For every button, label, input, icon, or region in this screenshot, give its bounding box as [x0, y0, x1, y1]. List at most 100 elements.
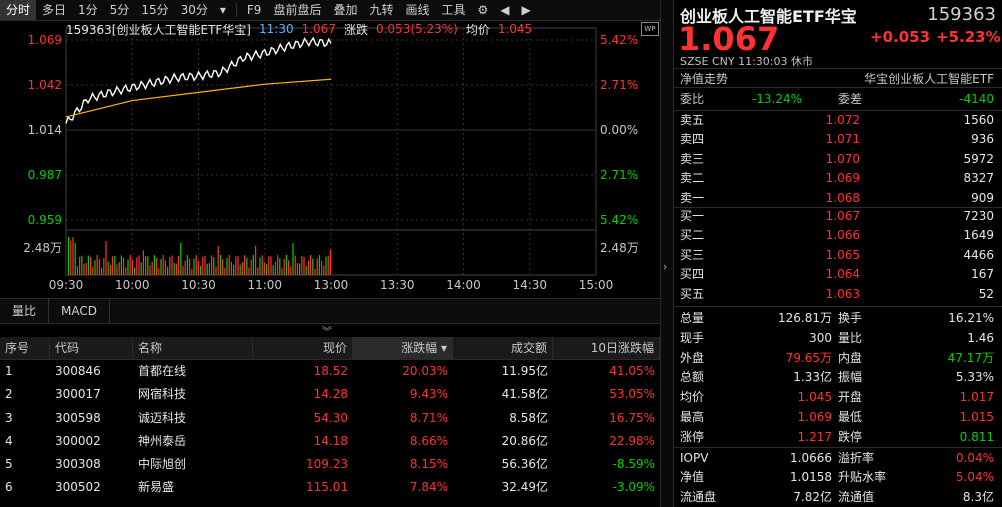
stat-label: 总额 [680, 370, 705, 385]
col-price[interactable]: 现价 [253, 337, 353, 359]
vol-bar-119 [329, 249, 331, 275]
vol-bar-95 [277, 255, 279, 275]
chevron-right-icon[interactable]: › [663, 260, 668, 273]
bid-row[interactable]: 买五 1.063 52 [674, 284, 1002, 304]
info-price: 1.067 [301, 22, 336, 36]
vol-bar-117 [325, 256, 327, 275]
bid-row[interactable]: 买二 1.066 1649 [674, 225, 1002, 245]
prev-icon[interactable]: ◀ [500, 3, 510, 17]
vol-bar-86 [257, 267, 259, 275]
cell-price: 109.23 [306, 457, 348, 472]
bid-row[interactable]: 买四 1.064 167 [674, 264, 1002, 284]
ask-row[interactable]: 卖一 1.068 909 [674, 188, 1002, 208]
toolbar-item-2[interactable]: 1分 [78, 3, 98, 17]
vol-bar-5 [79, 256, 81, 275]
vol-bar-23 [118, 262, 120, 275]
col-amount[interactable]: 成交额 [453, 337, 553, 359]
table-row[interactable]: 3 300598 诚迈科技 54.30 8.71% 8.58亿 16.75% [0, 407, 660, 430]
next-icon[interactable]: ▶ [521, 3, 531, 17]
col-code[interactable]: 代码 [50, 337, 133, 359]
level-label: 买一 [680, 209, 705, 223]
vol-bar-42 [160, 259, 162, 275]
vol-bar-84 [252, 255, 254, 275]
cell-price: 14.18 [313, 433, 348, 448]
vol-bar-101 [290, 266, 292, 275]
toolbar-item-12[interactable]: 工具 [441, 3, 466, 17]
toolbar-item-8[interactable]: 盘前盘后 [273, 3, 322, 17]
collapse-down-icon[interactable]: ︾ [322, 327, 332, 338]
cell-pct10: 16.75% [609, 410, 655, 425]
right-tick-4: 5.42% [600, 213, 638, 227]
cell-pct: 20.03% [402, 364, 448, 378]
vol-bar-17 [105, 241, 107, 275]
level-volume: 4466 [963, 247, 994, 262]
info-code-name: 159363[创业板人工智能ETF华宝] [66, 22, 251, 37]
toolbar-item-5[interactable]: 30分 [180, 3, 208, 17]
toolbar-item-10[interactable]: 九转 [369, 3, 394, 17]
toolbar-item-6[interactable]: ▾ [219, 3, 226, 17]
tab-liangbi[interactable]: 量比 [0, 299, 50, 323]
stat-value: 1.46 [967, 330, 994, 345]
toolbar-item-1[interactable]: 多日 [42, 3, 67, 17]
gear-icon[interactable]: ⚙ [477, 3, 489, 17]
bid-row[interactable]: 买三 1.065 4466 [674, 245, 1002, 265]
stat-label: 最高 [680, 410, 705, 424]
col-idx[interactable]: 序号 [0, 337, 50, 359]
stat-value: 126.81万 [778, 311, 832, 325]
level-price: 1.067 [825, 209, 860, 223]
tab-macd[interactable]: MACD [49, 299, 110, 323]
stat-value: 1.217 [797, 429, 832, 444]
time-tick-1: 10:00 [115, 278, 150, 292]
stat-value: 1.0666 [790, 451, 832, 465]
table-row[interactable]: 6 300502 新易盛 115.01 7.84% 32.49亿 -3.09% [0, 476, 660, 499]
stat-value: 1.069 [797, 410, 832, 424]
ask-row[interactable]: 卖二 1.069 8327 [674, 168, 1002, 188]
time-tick-7: 14:30 [512, 278, 547, 292]
toolbar-item-4[interactable]: 15分 [141, 3, 169, 17]
col-name[interactable]: 名称 [133, 337, 253, 359]
col-pct[interactable]: 涨跌幅 ▾ [353, 337, 453, 359]
ask-row[interactable]: 卖五 1.072 1560 [674, 110, 1002, 130]
bid-row[interactable]: 买一 1.067 7230 [674, 206, 1002, 226]
toolbar-item-11[interactable]: 画线 [405, 3, 430, 17]
vol-bar-38 [151, 261, 153, 275]
table-row[interactable]: 1 300846 首都在线 18.52 20.03% 11.95亿 41.05% [0, 360, 660, 383]
vol-bar-50 [178, 255, 180, 275]
toolbar-item-0[interactable]: 分时 [0, 0, 37, 20]
vol-bar-53 [184, 260, 186, 275]
panel-splitter[interactable] [660, 0, 674, 507]
level-price: 1.072 [825, 113, 860, 127]
quote-code: 159363 [927, 4, 996, 25]
table-row[interactable]: 5 300308 中际旭创 109.23 8.15% 56.36亿 -8.59% [0, 453, 660, 476]
nav-fund-name[interactable]: 华宝创业板人工智能ETF [864, 72, 994, 86]
cell-price: 54.30 [313, 410, 348, 425]
stat-label: 均价 [680, 390, 705, 405]
toolbar-item-3[interactable]: 5分 [109, 3, 130, 17]
level-label: 买三 [680, 247, 705, 262]
table-row[interactable]: 4 300002 神州泰岳 14.18 8.66% 20.86亿 22.98% [0, 430, 660, 453]
vol-bar-37 [149, 265, 151, 275]
price-line [65, 36, 332, 124]
vol-bar-61 [202, 256, 204, 275]
vol-bar-90 [266, 264, 268, 275]
quote-meta: SZSE CNY 11:30:03 休市 [680, 55, 813, 68]
ask-row[interactable]: 卖四 1.071 936 [674, 129, 1002, 149]
stat-label: 现手 [680, 330, 705, 345]
wp-icon[interactable]: WP [641, 22, 659, 36]
vol-bar-77 [237, 256, 239, 275]
col-pct10[interactable]: 10日涨跌幅 [553, 337, 660, 359]
vol-bar-32 [138, 255, 140, 275]
stat-label: 总量 [680, 311, 705, 325]
toolbar-item-9[interactable]: 叠加 [333, 3, 358, 17]
cell-price: 115.01 [306, 480, 348, 495]
intraday-chart[interactable]: 1.069 5.42% 1.042 2.71% 1.014 0.00% 0.987 2.71%… [0, 20, 660, 298]
vol-bar-30 [134, 267, 136, 275]
ask-row[interactable]: 卖三 1.070 5972 [674, 149, 1002, 169]
vol-bar-21 [114, 256, 116, 275]
nav-trend-link[interactable]: 净值走势 [680, 72, 729, 86]
stat-row: 涨停 1.217 跌停 0.811 [674, 427, 1002, 447]
cell-idx: 5 [5, 457, 13, 472]
vol-bar-34 [142, 250, 144, 275]
toolbar-item-7[interactable]: F9 [246, 3, 262, 17]
table-row[interactable]: 2 300017 网宿科技 14.28 9.43% 41.58亿 53.05% [0, 383, 660, 406]
